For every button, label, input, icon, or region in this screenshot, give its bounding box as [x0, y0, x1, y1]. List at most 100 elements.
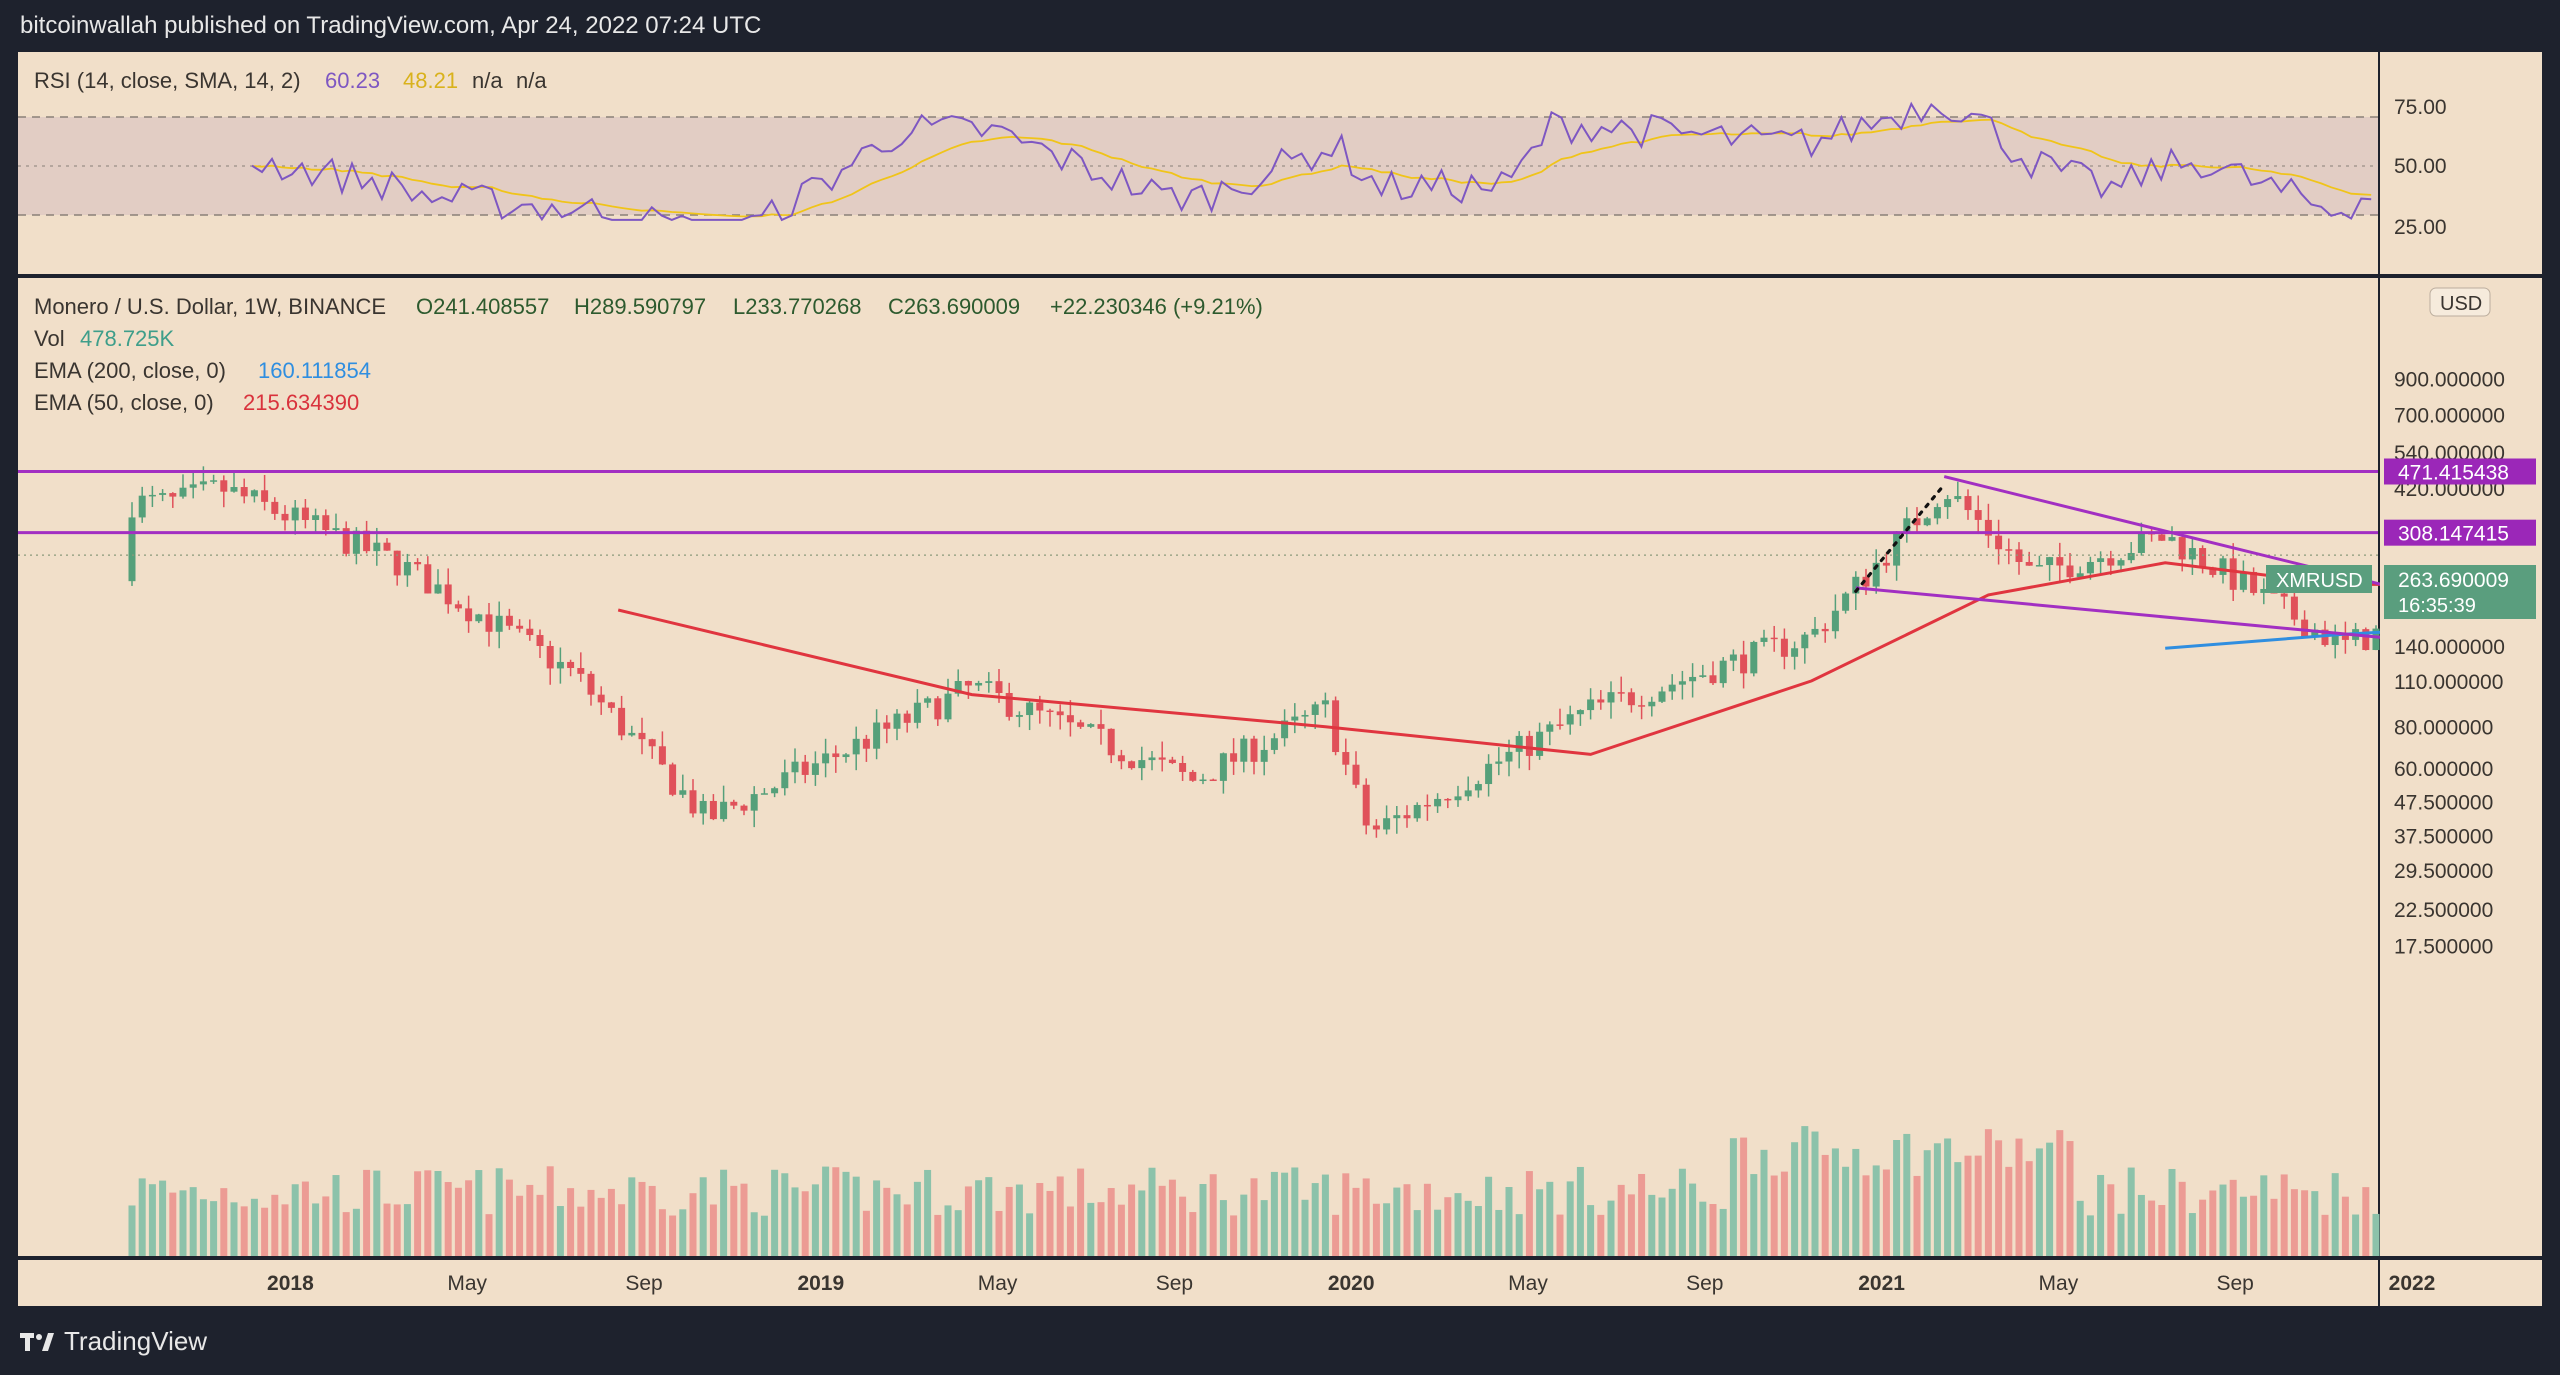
- candle-body: [1995, 535, 2003, 550]
- volume-bar: [730, 1185, 738, 1256]
- candle-body: [1189, 771, 1197, 781]
- volume-bar: [2056, 1130, 2064, 1256]
- rsi-axis[interactable]: [2380, 52, 2542, 274]
- candle-body: [1668, 684, 1676, 692]
- volume-bar: [1209, 1174, 1217, 1256]
- candle-body: [1005, 692, 1013, 717]
- volume-bar: [2331, 1173, 2339, 1256]
- candle-body: [261, 490, 269, 502]
- volume-bar: [2117, 1213, 2125, 1256]
- candle-body: [1699, 675, 1707, 677]
- candle-body: [1862, 576, 1870, 587]
- volume-bar: [454, 1187, 462, 1256]
- candle-body: [1281, 720, 1289, 739]
- rsi-tick-50: 50.00: [2394, 155, 2447, 178]
- volume-bar: [189, 1187, 197, 1256]
- candle-body: [679, 790, 687, 795]
- volume-bar: [2015, 1138, 2023, 1256]
- candle-body: [1209, 779, 1217, 782]
- candle-body: [1984, 519, 1992, 536]
- candle-body: [1923, 518, 1931, 526]
- price-axis[interactable]: [2380, 278, 2542, 1256]
- candle-body: [2137, 531, 2145, 553]
- volume-bar: [2178, 1181, 2186, 1256]
- main-pane[interactable]: [18, 278, 2378, 1256]
- candle-body: [760, 793, 768, 795]
- volume-bar: [1709, 1204, 1717, 1256]
- volume-bar: [1260, 1200, 1268, 1256]
- symbol-tag-text: XMRUSD: [2276, 570, 2363, 592]
- volume-bar: [1893, 1140, 1901, 1256]
- volume-bar: [852, 1176, 860, 1256]
- time-tick-7: May: [1508, 1272, 1548, 1295]
- volume-bar: [1862, 1175, 1870, 1256]
- rsi-tick-25: 25.00: [2394, 216, 2447, 239]
- candle-body: [1627, 692, 1635, 706]
- candle-body: [1689, 676, 1697, 682]
- candle-body: [1383, 818, 1391, 830]
- candle-body: [2056, 557, 2064, 566]
- candle-body: [1638, 705, 1646, 707]
- candle-body: [352, 530, 360, 554]
- volume-bar: [1801, 1126, 1809, 1256]
- candle-body: [1413, 804, 1421, 819]
- volume-bar: [2066, 1141, 2074, 1256]
- volume-bar: [1291, 1167, 1299, 1256]
- candle-body: [1852, 576, 1860, 594]
- volume-bar: [1015, 1184, 1023, 1256]
- candle-body: [1077, 722, 1085, 727]
- volume-bar: [2127, 1167, 2135, 1256]
- volume-bar: [791, 1187, 799, 1256]
- volume-bar: [1668, 1188, 1676, 1256]
- tradingview-brand[interactable]: TradingView: [20, 1326, 207, 1357]
- volume-bar: [801, 1191, 809, 1256]
- volume-bar: [1954, 1162, 1962, 1256]
- candle-body: [1821, 628, 1829, 632]
- volume-bar: [1332, 1214, 1340, 1256]
- volume-bar: [403, 1204, 411, 1256]
- candle-body: [2035, 565, 2043, 567]
- volume-bar: [1158, 1185, 1166, 1256]
- candle-body: [1515, 735, 1523, 752]
- candle-body: [567, 661, 575, 669]
- candle-body: [526, 628, 534, 636]
- volume-bar: [1791, 1142, 1799, 1256]
- ohlc-low: L233.770268: [733, 294, 861, 319]
- candle-body: [2127, 552, 2135, 561]
- candle-body: [434, 584, 442, 594]
- volume-bar: [699, 1177, 707, 1256]
- candle-body: [271, 501, 279, 514]
- volume-bar: [1974, 1155, 1982, 1256]
- volume-bar: [1383, 1203, 1391, 1256]
- candle-body: [2097, 558, 2105, 562]
- volume-bar: [1882, 1169, 1890, 1256]
- volume-bar: [2372, 1213, 2380, 1256]
- candle-body: [1199, 779, 1207, 782]
- candle-body: [1719, 660, 1727, 684]
- currency-badge[interactable]: [2429, 287, 2491, 317]
- candle-body: [1770, 637, 1778, 640]
- candle-body: [2076, 573, 2084, 578]
- time-axis[interactable]: [18, 1260, 2378, 1306]
- candle-body: [1117, 755, 1125, 762]
- publisher-line: bitcoinwallah published on TradingView.c…: [20, 12, 762, 39]
- candle-body: [403, 562, 411, 576]
- candle-body: [1352, 764, 1360, 785]
- volume-bar: [2250, 1195, 2258, 1256]
- volume-bar: [2341, 1196, 2349, 1256]
- volume-bar: [2025, 1161, 2033, 1256]
- rsi-line: [251, 101, 2372, 222]
- rsi-sma-line: [251, 118, 2372, 218]
- volume-bar: [1434, 1209, 1442, 1256]
- candle-body: [1219, 753, 1227, 781]
- volume-bar: [1515, 1214, 1523, 1256]
- candle-body: [832, 753, 840, 758]
- volume-bar: [862, 1210, 870, 1256]
- candle-body: [1505, 751, 1513, 762]
- candle-body: [189, 484, 197, 488]
- time-tick-1: May: [447, 1272, 487, 1295]
- candle-body: [903, 713, 911, 723]
- volume-bar: [964, 1186, 972, 1256]
- candle-body: [2066, 565, 2074, 578]
